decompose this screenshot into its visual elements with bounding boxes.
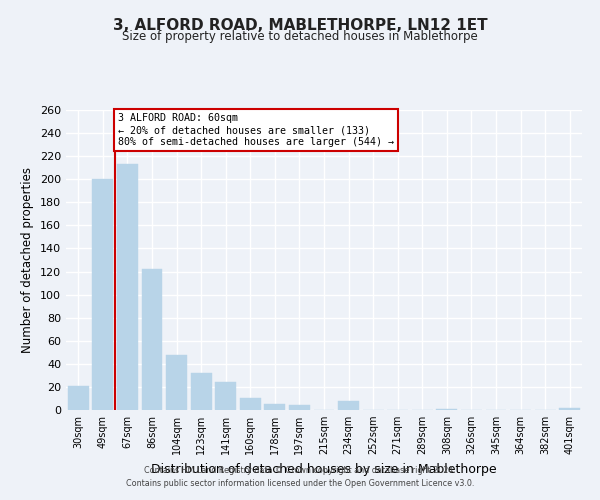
Bar [265,404,286,410]
Bar [92,179,113,410]
Bar [289,406,310,410]
Bar [240,398,261,410]
Bar [338,401,359,410]
Bar [191,373,212,410]
Text: Contains HM Land Registry data © Crown copyright and database right 2024.
Contai: Contains HM Land Registry data © Crown c… [126,466,474,487]
Text: Size of property relative to detached houses in Mablethorpe: Size of property relative to detached ho… [122,30,478,43]
Bar [559,408,580,410]
Bar [68,386,89,410]
Text: 3 ALFORD ROAD: 60sqm
← 20% of detached houses are smaller (133)
80% of semi-deta: 3 ALFORD ROAD: 60sqm ← 20% of detached h… [118,114,394,146]
Bar [215,382,236,410]
X-axis label: Distribution of detached houses by size in Mablethorpe: Distribution of detached houses by size … [151,462,497,475]
Y-axis label: Number of detached properties: Number of detached properties [22,167,34,353]
Bar [436,409,457,410]
Bar [166,354,187,410]
Bar [117,164,138,410]
Bar [142,269,163,410]
Text: 3, ALFORD ROAD, MABLETHORPE, LN12 1ET: 3, ALFORD ROAD, MABLETHORPE, LN12 1ET [113,18,487,32]
